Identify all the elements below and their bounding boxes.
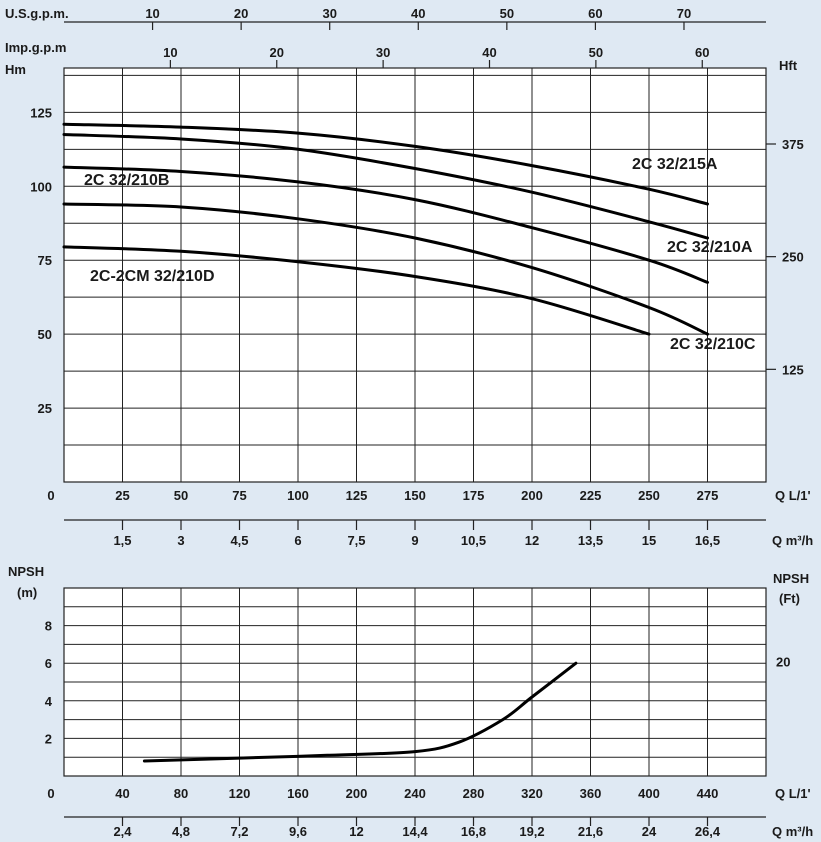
impgpm-tick-label: 20	[270, 45, 284, 60]
npsh-x-tick-label: 280	[463, 786, 485, 801]
head-curve-label: 2C-2CM 32/210D	[90, 268, 215, 285]
npsh-x-tick-label: 40	[115, 786, 129, 801]
npsh-y-axis-unit: (m)	[17, 585, 37, 600]
m3h-tick-label: 1,5	[113, 533, 131, 548]
head-x-tick-label: 200	[521, 488, 543, 503]
head-right-tick-label: 250	[782, 250, 804, 265]
usgpm-tick-label: 40	[411, 6, 425, 21]
m3h-tick-label: 16,5	[695, 533, 720, 548]
npsh-x-tick-label: 160	[287, 786, 309, 801]
head-y-tick-label: 125	[30, 105, 52, 120]
usgpm-tick-label: 30	[322, 6, 336, 21]
head-right-tick-label: 375	[782, 137, 804, 152]
usgpm-tick-label: 70	[677, 6, 691, 21]
npsh-x-tick-label: 240	[404, 786, 426, 801]
npsh-m3h-tick-label: 4,8	[172, 824, 190, 839]
npsh-m3h-tick-label: 12	[349, 824, 363, 839]
npsh-m3h-tick-label: 2,4	[113, 824, 132, 839]
usgpm-tick-label: 10	[145, 6, 159, 21]
m3h-tick-label: 10,5	[461, 533, 486, 548]
npsh-x-tick-label: 120	[229, 786, 251, 801]
m3h-tick-label: 7,5	[347, 533, 365, 548]
head-y-axis-label: Hm	[5, 62, 26, 77]
head-curve-line	[62, 133, 709, 240]
head-y-tick-label: 50	[38, 327, 52, 342]
npsh-y-tick-label: 6	[45, 656, 52, 671]
npsh-x-tick-label: 0	[47, 786, 54, 801]
m3h-tick-label: 15	[642, 533, 656, 548]
head-x-tick-label: 150	[404, 488, 426, 503]
head-curve-label: 2C 32/215A	[632, 156, 718, 173]
head-curve-label: 2C 32/210A	[667, 239, 753, 256]
m3h-tick-label: 4,5	[230, 533, 248, 548]
npsh-x-tick-label: 80	[174, 786, 188, 801]
npsh-m3h-tick-label: 14,4	[402, 824, 428, 839]
npsh-m3h-tick-label: 26,4	[695, 824, 721, 839]
head-y-tick-label: 75	[38, 253, 52, 268]
npsh-x-tick-label: 320	[521, 786, 543, 801]
head-y-tick-label: 100	[30, 179, 52, 194]
impgpm-tick-label: 10	[163, 45, 177, 60]
npsh-y-tick-label: 2	[45, 731, 52, 746]
m3h-tick-label: 6	[294, 533, 301, 548]
npsh-y-axis-label: NPSH	[8, 564, 44, 579]
head-curve-line	[62, 202, 709, 336]
npsh-m3h-tick-label: 21,6	[578, 824, 603, 839]
npsh-y-tick-label: 8	[45, 619, 52, 634]
head-x-tick-label: 25	[115, 488, 129, 503]
npsh-m3h-tick-label: 19,2	[519, 824, 544, 839]
head-right-tick-label: 125	[782, 362, 804, 377]
head-curve-line	[62, 165, 709, 284]
head-x-tick-label: 250	[638, 488, 660, 503]
head-curve-line	[62, 122, 709, 206]
head-curve-line	[62, 245, 651, 336]
head-y-tick-label: 25	[38, 401, 52, 416]
impgpm-axis-label: Imp.g.p.m	[5, 40, 66, 55]
impgpm-tick-label: 60	[695, 45, 709, 60]
npsh-x-tick-label: 200	[346, 786, 368, 801]
impgpm-tick-label: 50	[589, 45, 603, 60]
m3h-tick-label: 12	[525, 533, 539, 548]
npsh-m3h-axis-label: Q m³/h	[772, 824, 813, 839]
m3h-tick-label: 3	[177, 533, 184, 548]
npsh-right-axis-unit: (Ft)	[779, 591, 800, 606]
m3h-tick-label: 13,5	[578, 533, 603, 548]
head-x-tick-label: 50	[174, 488, 188, 503]
npsh-m3h-tick-label: 7,2	[230, 824, 248, 839]
usgpm-tick-label: 60	[588, 6, 602, 21]
impgpm-tick-label: 30	[376, 45, 390, 60]
head-right-axis-label: Hft	[779, 58, 798, 73]
m3h-tick-label: 9	[411, 533, 418, 548]
npsh-x-axis-label: Q L/1'	[775, 786, 811, 801]
head-curve-label: 2C 32/210C	[670, 336, 756, 353]
usgpm-axis-label: U.S.g.p.m.	[5, 6, 69, 21]
m3h-axis-label: Q m³/h	[772, 533, 813, 548]
npsh-m3h-tick-label: 16,8	[461, 824, 486, 839]
head-x-tick-label: 275	[697, 488, 719, 503]
npsh-x-tick-label: 360	[580, 786, 602, 801]
head-x-tick-label: 75	[232, 488, 246, 503]
head-x-tick-label: 225	[580, 488, 602, 503]
head-curve-label: 2C 32/210B	[84, 172, 169, 189]
npsh-m3h-tick-label: 9,6	[289, 824, 307, 839]
npsh-right-tick-label: 20	[776, 654, 790, 669]
head-x-tick-label: 175	[463, 488, 485, 503]
npsh-m3h-tick-label: 24	[642, 824, 657, 839]
npsh-curve-line	[142, 661, 578, 763]
head-x-tick-label: 125	[346, 488, 368, 503]
head-x-tick-label: 100	[287, 488, 309, 503]
usgpm-tick-label: 50	[500, 6, 514, 21]
impgpm-tick-label: 40	[482, 45, 496, 60]
npsh-x-tick-label: 440	[697, 786, 719, 801]
npsh-x-tick-label: 400	[638, 786, 660, 801]
npsh-y-tick-label: 4	[45, 694, 53, 709]
head-x-axis-label: Q L/1'	[775, 488, 811, 503]
head-x-tick-label: 0	[47, 488, 54, 503]
npsh-right-axis-label: NPSH	[773, 571, 809, 586]
usgpm-tick-label: 20	[234, 6, 248, 21]
